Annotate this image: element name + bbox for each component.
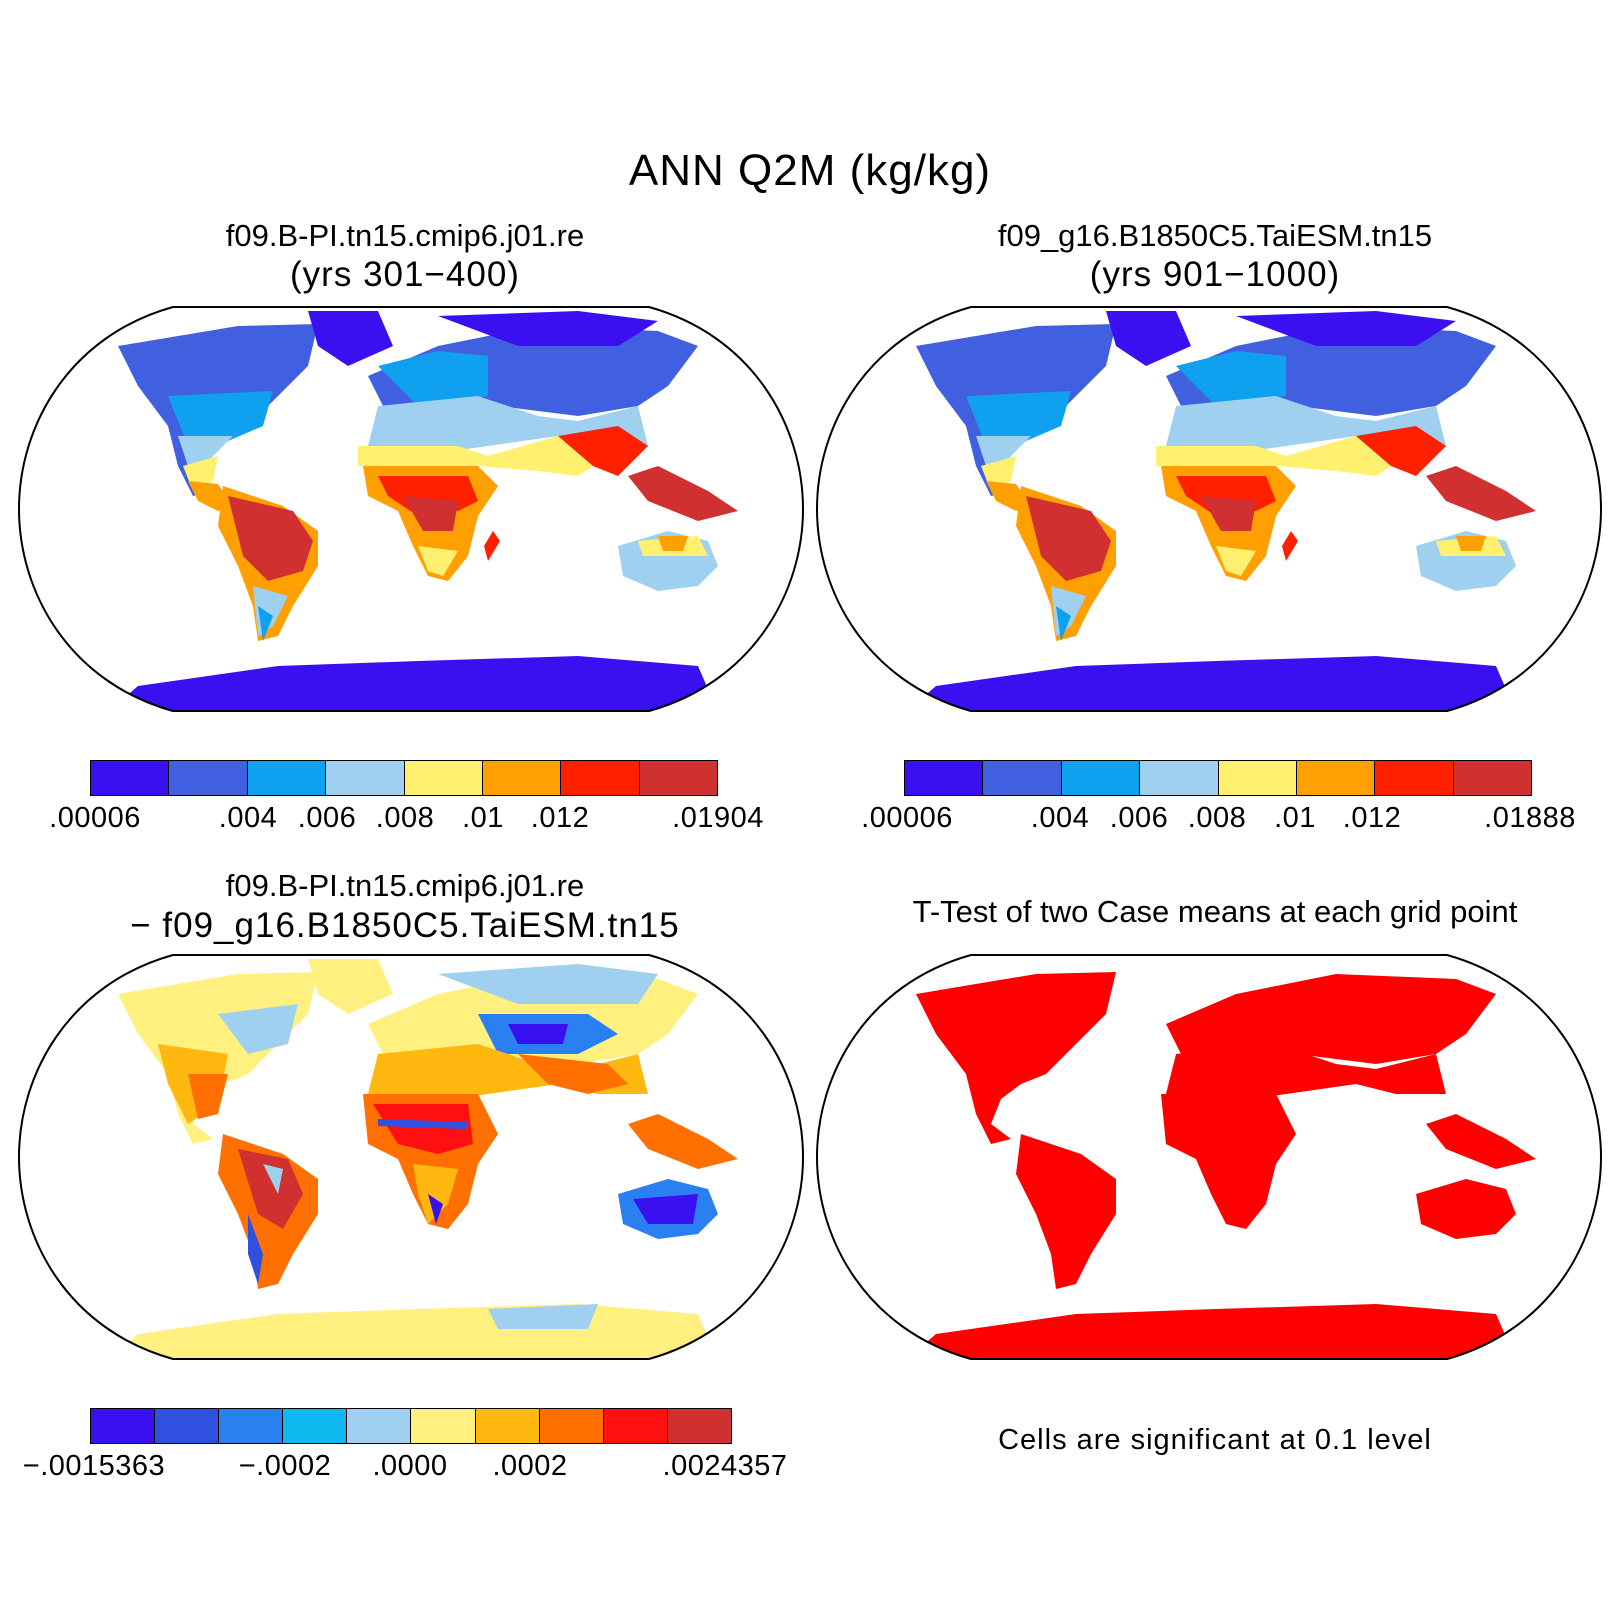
case2-colorbar-cell-5 — [1296, 761, 1376, 795]
case2-tick: .008 — [1187, 802, 1247, 834]
diff-colorbar-cell-5 — [411, 1409, 476, 1443]
diff-title: f09.B-PI.tn15.cmip6.j01.re — [225, 868, 585, 903]
case2-title: f09_g16.B1850C5.TaiESM.tn15 — [997, 218, 1433, 253]
case1-colorbar-cell-7 — [639, 761, 717, 795]
case1-colorbar-cell-5 — [482, 761, 562, 795]
diff-colorbar-cell-9 — [667, 1409, 731, 1443]
case2-tick: .004 — [1030, 802, 1090, 834]
diff-colorbar-cell-0 — [91, 1409, 156, 1443]
diff-map — [18, 954, 804, 1360]
diff-tick: −.0015363 — [22, 1450, 166, 1482]
case1-colorbar-cell-3 — [326, 761, 405, 795]
case2-subtitle: (yrs 901−1000) — [1089, 255, 1341, 294]
case2-colorbar — [904, 760, 1532, 796]
case1-title: f09.B-PI.tn15.cmip6.j01.re — [225, 218, 585, 253]
case2-colorbar-cell-1 — [983, 761, 1062, 795]
case2-colorbar-cell-0 — [905, 761, 984, 795]
case1-colorbar-cell-2 — [247, 761, 327, 795]
case2-colorbar-cell-6 — [1375, 761, 1454, 795]
diff-colorbar-cell-6 — [475, 1409, 540, 1443]
diff-colorbar-cell-3 — [283, 1409, 348, 1443]
case2-tick: .01 — [1274, 802, 1316, 834]
diff-tick: .0002 — [492, 1450, 568, 1482]
diff-subtitle: − f09_g16.B1850C5.TaiESM.tn15 — [130, 906, 680, 945]
diff-tick: .0024357 — [662, 1450, 788, 1482]
case2-tick: .006 — [1109, 802, 1169, 834]
case2-tick: .00006 — [861, 802, 953, 834]
case2-colorbar-cell-7 — [1453, 761, 1531, 795]
significance-note: Cells are significant at 0.1 level — [998, 1424, 1432, 1456]
case2-map — [816, 306, 1602, 712]
case1-tick: .01904 — [672, 802, 764, 834]
case1-tick: .01 — [462, 802, 504, 834]
case1-colorbar-cell-6 — [561, 761, 640, 795]
case2-tick: .01888 — [1484, 802, 1576, 834]
case2-colorbar-cell-2 — [1061, 761, 1141, 795]
case1-tick: .012 — [530, 802, 590, 834]
diff-colorbar-cell-7 — [539, 1409, 604, 1443]
case2-colorbar-cell-4 — [1218, 761, 1297, 795]
ttest-map — [816, 954, 1602, 1360]
diff-colorbar-cell-1 — [155, 1409, 220, 1443]
case1-colorbar — [90, 760, 718, 796]
case1-colorbar-cell-0 — [91, 761, 170, 795]
ttest-title: T-Test of two Case means at each grid po… — [912, 894, 1518, 929]
case1-colorbar-cell-1 — [169, 761, 248, 795]
case1-tick: .004 — [218, 802, 278, 834]
figure-title: ANN Q2M (kg/kg) — [628, 146, 992, 195]
case1-colorbar-cell-4 — [404, 761, 483, 795]
diff-colorbar-cell-4 — [347, 1409, 412, 1443]
case2-colorbar-cell-3 — [1140, 761, 1219, 795]
diff-colorbar-cell-8 — [603, 1409, 668, 1443]
diff-colorbar-cell-2 — [219, 1409, 284, 1443]
case1-tick: .00006 — [49, 802, 141, 834]
diff-tick: .0000 — [372, 1450, 448, 1482]
diff-colorbar — [90, 1408, 732, 1444]
diff-tick: −.0002 — [238, 1450, 332, 1482]
case1-tick: .006 — [297, 802, 357, 834]
case1-tick: .008 — [375, 802, 435, 834]
case1-map — [18, 306, 804, 712]
case1-subtitle: (yrs 301−400) — [290, 255, 520, 294]
case2-tick: .012 — [1342, 802, 1402, 834]
